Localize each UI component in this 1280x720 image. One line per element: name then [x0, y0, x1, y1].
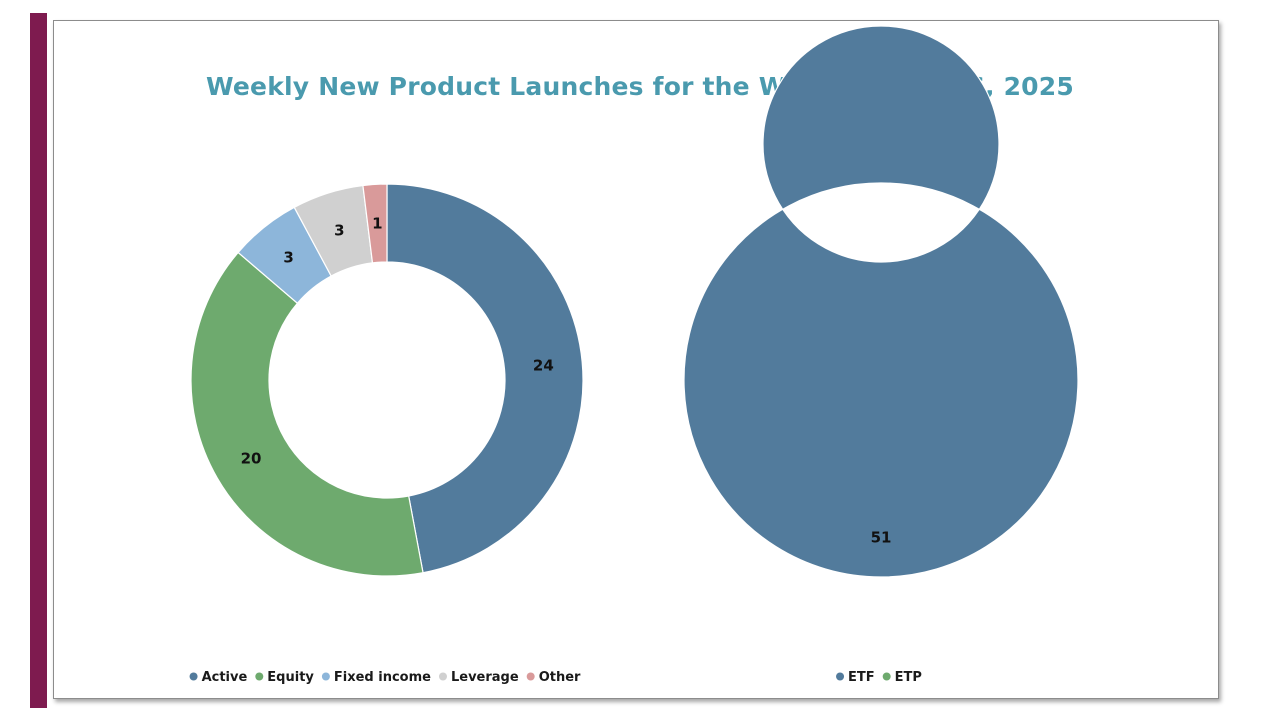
legend-marker-fixed-income [321, 672, 330, 681]
slice-other [362, 183, 388, 264]
legend-label-leverage: Leverage [451, 670, 519, 685]
legend-marker-etf [836, 672, 845, 681]
legend-label-equity: Equity [267, 670, 314, 685]
legend-label-etf: ETF [848, 670, 875, 685]
legend-marker-active [189, 672, 198, 681]
legend-marker-equity [255, 672, 264, 681]
data-label-fixed-income: 3 [283, 249, 293, 267]
slice-equity [190, 251, 424, 577]
data-label-other: 1 [372, 214, 382, 232]
accent-bar [30, 13, 47, 708]
data-label-active: 24 [533, 357, 554, 375]
legend-label-active: Active [202, 670, 248, 685]
legend-0: Active Equity Fixed income Leverage Other [189, 670, 581, 685]
legend-marker-etp [882, 672, 891, 681]
legend-label-other: Other [539, 670, 581, 685]
donut-chart-asset-class: 24 20 3 3 1 Active Equity Fixed income Leverage O… [189, 183, 584, 685]
legend-marker-other [526, 672, 535, 681]
data-label-leverage: 3 [334, 221, 344, 239]
slice-active [386, 183, 584, 574]
data-label-etf: 51 [871, 529, 892, 547]
legend-marker-leverage [438, 672, 447, 681]
legend-label-fixed-income: Fixed income [334, 670, 431, 685]
slice-etf [683, 25, 1079, 578]
legend-label-etp: ETP [895, 670, 922, 685]
legend-1: ETF ETP [836, 670, 922, 685]
data-label-equity: 20 [241, 450, 262, 468]
donut-chart-product-type: 51 ETF ETP [683, 25, 1079, 685]
